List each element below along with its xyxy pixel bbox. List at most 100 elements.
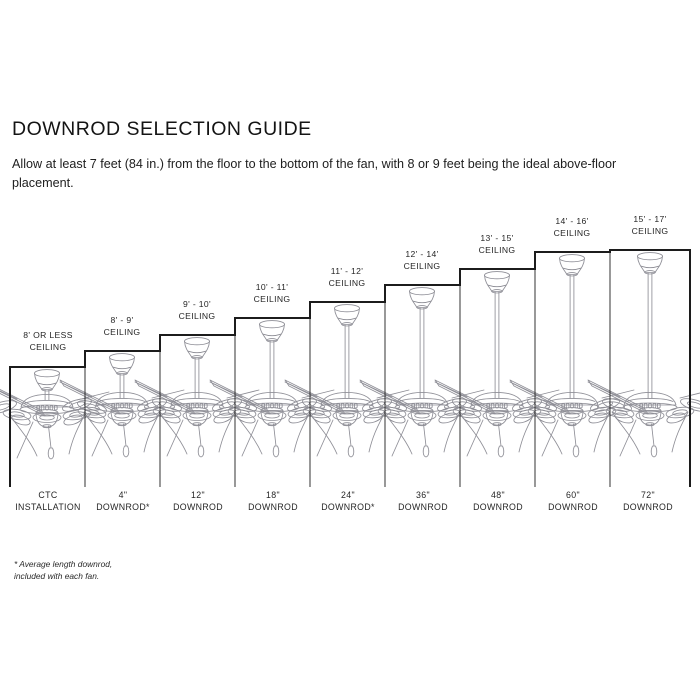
fan-blade <box>137 406 167 419</box>
motor-housing-dome <box>20 393 74 408</box>
fan-blade-outline <box>332 410 362 421</box>
fan-blade-outline <box>452 406 482 419</box>
light-kit-bowl <box>638 410 662 426</box>
motor-vent-slot <box>570 402 574 409</box>
motor-vent-slot <box>420 402 424 409</box>
fan-blade-inner <box>264 412 280 419</box>
foreground-blade <box>587 379 649 415</box>
lower-blade-left <box>11 414 31 426</box>
fan-blade-inner <box>384 409 400 416</box>
ceiling-height-label-col-3: 9' - 10' CEILING <box>178 299 216 321</box>
downrod-length-label-col-6: 36" DOWNROD <box>398 490 448 512</box>
foreground-blade-crease <box>438 383 492 411</box>
rear-blade-left <box>59 381 93 398</box>
fan-blade <box>212 398 242 412</box>
canopy-top <box>637 252 663 261</box>
motor-housing-dome <box>395 391 449 406</box>
ceiling-height-label-col-1: 8' OR LESS CEILING <box>23 330 73 352</box>
fan-blade-outline <box>377 406 407 419</box>
fan-blade-outline <box>362 406 392 419</box>
fan-blade <box>590 398 620 412</box>
fan-blade <box>587 406 617 419</box>
fan-blade-inner <box>159 409 175 416</box>
blade-iron-band <box>319 402 375 413</box>
fan-blade <box>62 398 92 412</box>
canopy-collar <box>266 338 278 343</box>
fan-blade-outline <box>227 406 257 419</box>
canopy-collar <box>341 322 353 327</box>
motor-vent-slot <box>643 402 648 409</box>
lower-blade-tail-left <box>308 411 338 455</box>
lower-blade-tail-left <box>533 411 563 455</box>
fan-blade <box>227 406 257 419</box>
fan-blade-inner <box>369 409 385 416</box>
fan-blade-inner <box>489 412 505 419</box>
fan-blade <box>182 410 212 421</box>
light-kit-rim <box>638 407 662 415</box>
fan-blade-outline <box>107 410 137 421</box>
motor-vent-slot <box>336 402 340 409</box>
canopy-top <box>559 254 585 263</box>
motor-vent-slot <box>36 404 40 411</box>
lower-blade-tail-right <box>368 411 386 453</box>
fan-blade-outline <box>587 406 617 419</box>
rear-blade-left <box>0 390 18 400</box>
foreground-blade <box>59 379 121 415</box>
ceiling-height-label-col-5: 11' - 12' CEILING <box>328 266 366 288</box>
fan-blade-inner <box>84 403 100 411</box>
lower-blade-right <box>438 412 458 424</box>
fan-blade <box>62 408 92 421</box>
lower-blade-tail-right <box>218 411 236 453</box>
fan-blade-inner <box>594 409 610 416</box>
fan-illustration-col-4 <box>209 320 335 458</box>
motor-vent-slot <box>495 402 499 409</box>
canopy-ring <box>262 333 282 337</box>
foreground-blade <box>134 379 196 415</box>
motor-vent-slot <box>204 402 208 409</box>
fan-blade <box>527 398 557 412</box>
pull-chain-line <box>573 423 577 447</box>
foreground-blade <box>509 379 571 415</box>
fan-blade-outline <box>77 400 107 414</box>
canopy-top <box>109 353 135 362</box>
fan-illustration-col-2 <box>59 353 185 458</box>
fan-blade <box>452 406 482 419</box>
canopy-ring <box>640 265 660 269</box>
lower-blade-tail-right <box>671 411 689 453</box>
canopy-collar <box>416 305 428 310</box>
light-kit-finial <box>645 422 655 427</box>
fan-blade <box>152 398 182 412</box>
light-kit-rim <box>485 407 509 415</box>
motor-vent-slot <box>565 402 570 409</box>
light-kit-finial <box>342 422 352 427</box>
blade-iron-band <box>94 402 150 413</box>
rear-blade-right <box>679 392 700 399</box>
foreground-blade <box>0 389 46 417</box>
fan-blade <box>212 406 242 419</box>
blade-iron-band <box>244 402 300 413</box>
fan-blade-inner <box>564 412 580 419</box>
canopy-top <box>409 287 435 296</box>
motor-housing-highlight <box>548 398 596 402</box>
lower-blade-tail-right <box>443 411 461 453</box>
fan-blade-inner <box>339 412 355 419</box>
foreground-blade-crease <box>288 383 342 411</box>
downrod-length-label-col-4: 18" DOWNROD <box>248 490 298 512</box>
rear-blade-left <box>284 381 318 398</box>
pull-chain-line <box>498 423 502 447</box>
canopy-bell <box>637 255 663 273</box>
fan-blade-outline <box>62 408 92 421</box>
fan-blade <box>437 398 467 412</box>
fan-blade-outline <box>152 398 182 412</box>
fan-blade-inner <box>642 412 658 419</box>
downrod-length-label-col-5: 24" DOWNROD* <box>321 490 375 512</box>
pull-chain-secondary <box>619 419 637 457</box>
rear-blade-right <box>301 389 335 399</box>
light-kit-finial <box>417 422 427 427</box>
fan-blade-outline <box>182 410 212 421</box>
fan-blade-inner <box>0 403 10 411</box>
motor-housing-dome <box>320 391 374 406</box>
blade-iron-band <box>19 404 75 415</box>
motor-housing-highlight <box>626 398 674 402</box>
